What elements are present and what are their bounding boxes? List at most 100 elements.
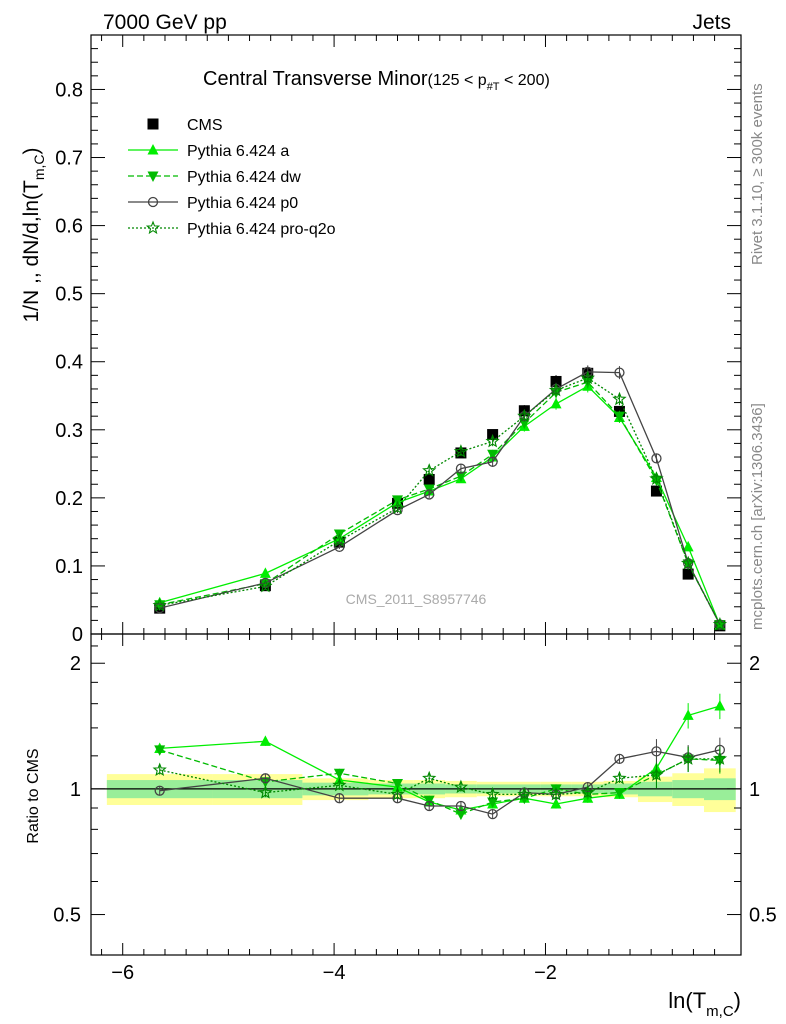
ratio-y-tick-label-right: 0.5	[749, 905, 777, 927]
main-point-pythia-6-424-pro-q2o	[680, 555, 696, 570]
main-point-pythia-6-424-pro-q2o	[612, 391, 627, 406]
main-point-cms	[550, 375, 562, 387]
main-point-pythia-6-424-pro-q2o	[453, 444, 469, 458]
ratio-point-pythia-6-424-pro-q2o	[649, 767, 664, 782]
ratio-point-pythia-6-424-a	[550, 798, 562, 809]
analysis-watermark: CMS_2011_S8957746	[346, 591, 487, 607]
ratio-y-tick-label: 2	[70, 653, 81, 675]
ratio-point-pythia-6-424-pro-q2o	[453, 779, 469, 794]
main-point-pythia-6-424-pro-q2o	[712, 617, 728, 631]
main-point-cms	[423, 473, 435, 485]
y-tick-label: 0.1	[55, 556, 83, 578]
ratio-point-pythia-6-424-a	[714, 699, 726, 711]
main-point-pythia-6-424-dw	[455, 471, 467, 483]
main-point-pythia-6-424-pro-q2o	[422, 463, 437, 477]
legend-label-pythia-6-424-dw: Pythia 6.424 dw	[187, 169, 301, 186]
legend-marker-pythia-6-424-a	[147, 144, 159, 155]
legend: CMS Pythia 6.424 a Pythia 6.424 dw Pythia 6…	[128, 117, 336, 238]
main-point-pythia-6-424-p0	[154, 602, 165, 614]
legend-label-pythia-6-424-a: Pythia 6.424 a	[187, 143, 289, 160]
main-point-pythia-6-424-pro-q2o	[517, 408, 532, 423]
main-point-pythia-6-424-a	[550, 397, 562, 409]
y-tick-label: 0.5	[55, 284, 83, 306]
ratio-point-pythia-6-424-pro-q2o	[485, 786, 500, 801]
main-point-pythia-6-424-p0	[455, 463, 467, 474]
ratio-point-pythia-6-424-pro-q2o	[517, 786, 532, 801]
ratio-y-tick-label: 0.5	[53, 905, 81, 927]
ratio-y-axis-label: Ratio to CMS	[25, 748, 42, 843]
ratio-y-tick-label-right: 2	[749, 653, 760, 675]
main-point-cms	[650, 485, 662, 497]
ratio-line-pythia-6-424-p0	[159, 749, 721, 815]
ratio-point-pythia-6-424-dw	[455, 809, 467, 821]
ratio-line-pythia-6-424-pro-q2o	[159, 758, 720, 796]
main-point-pythia-6-424-pro-q2o	[485, 433, 500, 448]
ratio-point-pythia-6-424-pro-q2o	[612, 770, 627, 785]
main-point-pythia-6-424-p0	[487, 456, 498, 467]
ratio-point-pythia-6-424-pro-q2o	[390, 786, 405, 801]
ratio-point-pythia-6-424-p0	[260, 773, 271, 784]
chart-title: Central Transverse Minor(125 < p#T < 200…	[203, 68, 550, 93]
x-tick-label: −2	[534, 962, 557, 984]
ratio-point-pythia-6-424-pro-q2o	[422, 770, 437, 785]
main-point-pythia-6-424-a	[682, 540, 694, 552]
legend-label-cms: CMS	[187, 117, 223, 134]
rivet-version-label: Rivet 3.1.10, ≥ 300k events	[749, 83, 766, 265]
x-tick-label: −4	[323, 962, 346, 984]
legend-label-pythia-6-424-pro-q2o: Pythia 6.424 pro-q2o	[187, 221, 336, 238]
ratio-point-pythia-6-424-pro-q2o	[152, 762, 167, 776]
legend-label-pythia-6-424-p0: Pythia 6.424 p0	[187, 195, 298, 212]
ratio-point-pythia-6-424-a	[259, 735, 271, 746]
main-point-pythia-6-424-dw	[613, 411, 625, 423]
legend-marker-pythia-6-424-p0	[147, 196, 159, 208]
main-line-pythia-6-424-a	[159, 385, 721, 626]
ratio-point-pythia-6-424-pro-q2o	[680, 751, 696, 765]
ratio-plot-panel: −6 −4 −2 0.5 0.5 1 1 2 2	[53, 633, 777, 984]
ratio-point-pythia-6-424-dw	[154, 745, 166, 756]
y-tick-label: 0.4	[55, 352, 83, 374]
main-point-pythia-6-424-pro-q2o	[332, 533, 347, 547]
y-tick-label: 0.3	[55, 420, 83, 442]
main-point-pythia-6-424-pro-q2o	[548, 382, 564, 397]
main-y-axis-label-text: 1/N ,, dN/d,ln(Tm,C)	[20, 147, 47, 322]
y-tick-label: 0.2	[55, 488, 83, 510]
main-point-pythia-6-424-pro-q2o	[152, 597, 167, 612]
ratio-point-pythia-6-424-pro-q2o	[258, 785, 273, 799]
main-point-pythia-6-424-p0	[614, 367, 625, 378]
ratio-y-tick-label: 1	[70, 779, 81, 801]
main-y-axis-label: 1/N ,, dN/d,ln(Tm,C)	[20, 147, 47, 322]
main-point-pythia-6-424-pro-q2o	[580, 370, 595, 385]
main-point-pythia-6-424-pro-q2o	[258, 578, 273, 593]
ratio-point-pythia-6-424-pro-q2o	[548, 786, 564, 801]
ratio-point-pythia-6-424-dw	[333, 768, 345, 780]
ratio-point-pythia-6-424-pro-q2o	[712, 751, 728, 765]
ratio-point-pythia-6-424-p0	[487, 808, 498, 820]
ratio-line-pythia-6-424-dw	[159, 749, 720, 815]
main-point-pythia-6-424-p0	[424, 489, 435, 500]
legend-marker-pythia-6-424-pro-q2o	[145, 220, 161, 235]
main-point-pythia-6-424-pro-q2o	[390, 500, 405, 515]
ratio-y-tick-label-right: 1	[749, 779, 760, 801]
y-tick-label: 0.7	[55, 148, 83, 170]
ratio-point-pythia-6-424-dw	[392, 779, 404, 790]
ratio-point-pythia-6-424-p0	[455, 800, 467, 812]
ratio-point-pythia-6-424-p0	[334, 793, 345, 804]
x-axis-label: ln(Tm,C)	[668, 988, 741, 1020]
y-tick-label: 0	[72, 624, 83, 646]
ratio-point-pythia-6-424-p0	[651, 746, 662, 757]
y-tick-label: 0.6	[55, 216, 83, 238]
x-axis-label-text: ln(Tm,C)	[668, 988, 741, 1020]
ratio-point-pythia-6-424-p0	[614, 753, 625, 765]
ratio-point-pythia-6-424-p0	[424, 800, 435, 812]
main-point-cms	[682, 568, 694, 580]
header-energy: 7000 GeV pp	[103, 11, 227, 34]
ratio-point-pythia-6-424-pro-q2o	[580, 785, 595, 799]
main-line-pythia-6-424-p0	[159, 371, 721, 625]
header-process: Jets	[692, 11, 731, 34]
ratio-point-pythia-6-424-pro-q2o	[332, 777, 347, 792]
source-label: mcplots.cern.ch [arXiv:1306.3436]	[749, 403, 766, 630]
y-tick-label: 0.8	[55, 79, 83, 101]
main-line-pythia-6-424-pro-q2o	[159, 377, 721, 625]
main-point-pythia-6-424-pro-q2o	[649, 471, 664, 485]
